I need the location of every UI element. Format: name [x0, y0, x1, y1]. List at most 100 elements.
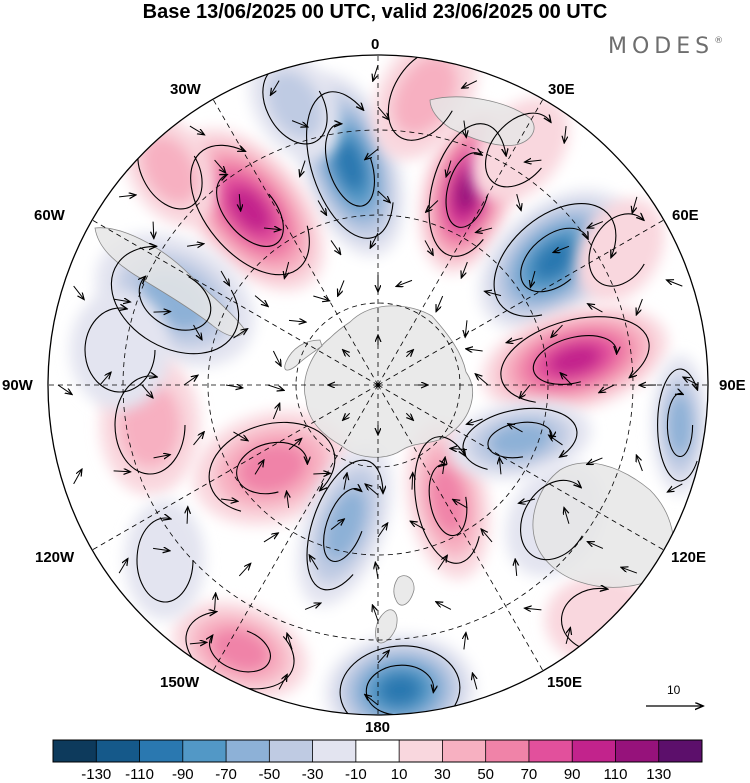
streamline: [532, 335, 622, 385]
flow-arrow: [186, 244, 203, 246]
flow-arrow: [467, 418, 483, 424]
colorbar-tick-label: 50: [477, 766, 494, 783]
colorbar-tick-label: 30: [434, 766, 451, 783]
anomaly-contour: [378, 674, 422, 706]
flow-arrow: [509, 424, 523, 433]
streamline: [128, 257, 212, 331]
wind-streamlines: [57, 55, 698, 715]
streamline: [262, 55, 328, 145]
anomaly-contour: [141, 135, 199, 205]
flow-arrow: [278, 675, 287, 690]
flow-arrow: [187, 508, 188, 524]
colorbar-swatch: [269, 740, 314, 762]
flow-arrow: [465, 320, 467, 336]
flow-arrow: [473, 674, 477, 690]
flow-arrow: [300, 160, 306, 176]
meridian-line: [92, 384, 379, 551]
flow-arrow: [588, 457, 603, 464]
streamline: [428, 123, 513, 257]
flow-arrow: [233, 329, 246, 339]
flow-arrow: [73, 470, 82, 485]
flow-arrow: [588, 221, 604, 228]
lon-label-90e: 90E: [719, 377, 746, 394]
flow-arrow: [338, 280, 345, 295]
flow-arrow: [564, 508, 570, 524]
south-pole-marker: [376, 383, 380, 387]
streamline: [323, 483, 375, 562]
modes-logo: MODES®: [608, 34, 724, 59]
meridian-line: [377, 384, 664, 551]
colorbar-swatch: [312, 740, 357, 762]
meridian-line: [377, 384, 544, 671]
flow-arrow: [57, 384, 71, 394]
anomaly-contour: [533, 239, 577, 281]
anomaly-contour: [548, 344, 602, 376]
reference-vector-label: 10: [667, 683, 681, 697]
lon-label-180: 180: [365, 719, 391, 736]
streamline: [484, 112, 569, 188]
flow-arrow: [377, 106, 388, 119]
flow-arrow: [517, 193, 521, 209]
colorbar-swatch: [355, 740, 400, 762]
flow-arrow: [454, 500, 468, 509]
colorbar-swatch: [485, 740, 530, 762]
new-zealand-south: [375, 609, 398, 644]
colorbar-tick-label: 70: [520, 766, 538, 783]
flow-arrow: [113, 299, 130, 302]
colorbar-tick-label: -70: [215, 766, 237, 783]
polar-flow-arrow: [343, 412, 351, 419]
flow-arrow: [564, 126, 566, 142]
colorbar-frame: [52, 739, 703, 763]
flow-arrow: [193, 324, 201, 339]
streamline: [203, 630, 271, 673]
flow-arrow: [436, 295, 444, 311]
anomaly-contour: [334, 138, 366, 192]
streamline: [216, 161, 284, 247]
flow-arrow: [464, 634, 466, 650]
flow-arrow: [215, 594, 216, 610]
streamline: [520, 227, 601, 293]
lon-label-60e: 60E: [672, 207, 699, 224]
meridian-line: [92, 219, 379, 386]
colorbar-tick-label: -110: [125, 766, 154, 783]
flow-arrow: [239, 194, 240, 210]
flow-arrow: [317, 200, 326, 214]
flow-arrow: [552, 324, 563, 337]
colorbar-tick-label: -90: [171, 766, 194, 783]
flow-arrow: [526, 160, 542, 162]
flow-arrow: [113, 471, 130, 472]
streamline: [588, 203, 664, 287]
flow-arrow: [153, 221, 154, 238]
flow-arrow: [520, 384, 531, 397]
flow-arrow: [424, 240, 433, 254]
colorbar-tick-label: 130: [646, 766, 672, 783]
flow-arrow: [330, 520, 344, 530]
australia: [532, 462, 674, 588]
flow-arrow: [119, 195, 135, 197]
colorbar-swatch: [53, 740, 97, 762]
flow-arrow: [214, 159, 225, 172]
flow-arrow: [467, 349, 483, 351]
streamline: [428, 461, 468, 537]
colorbar-tick-label: -10: [345, 766, 367, 783]
flow-arrow: [443, 458, 445, 475]
lon-label-60w: 60W: [34, 207, 65, 224]
map-boundary: [47, 54, 709, 716]
flow-arrow: [377, 190, 390, 202]
flow-arrow: [476, 374, 489, 386]
graticule: [48, 55, 708, 715]
flow-arrow: [263, 228, 280, 230]
lon-label-0: 0: [371, 36, 380, 53]
streamline: [114, 376, 186, 475]
flow-arrow: [375, 563, 378, 580]
flow-arrow: [225, 385, 242, 388]
colorbar-tick-label: 110: [603, 766, 628, 783]
flow-arrow: [189, 642, 206, 643]
meridian-line: [212, 99, 379, 386]
flow-arrow: [288, 320, 305, 322]
lon-label-150w: 150W: [160, 674, 200, 691]
flow-arrow: [254, 461, 263, 475]
flow-arrow: [193, 433, 203, 446]
flow-arrow: [238, 564, 250, 577]
